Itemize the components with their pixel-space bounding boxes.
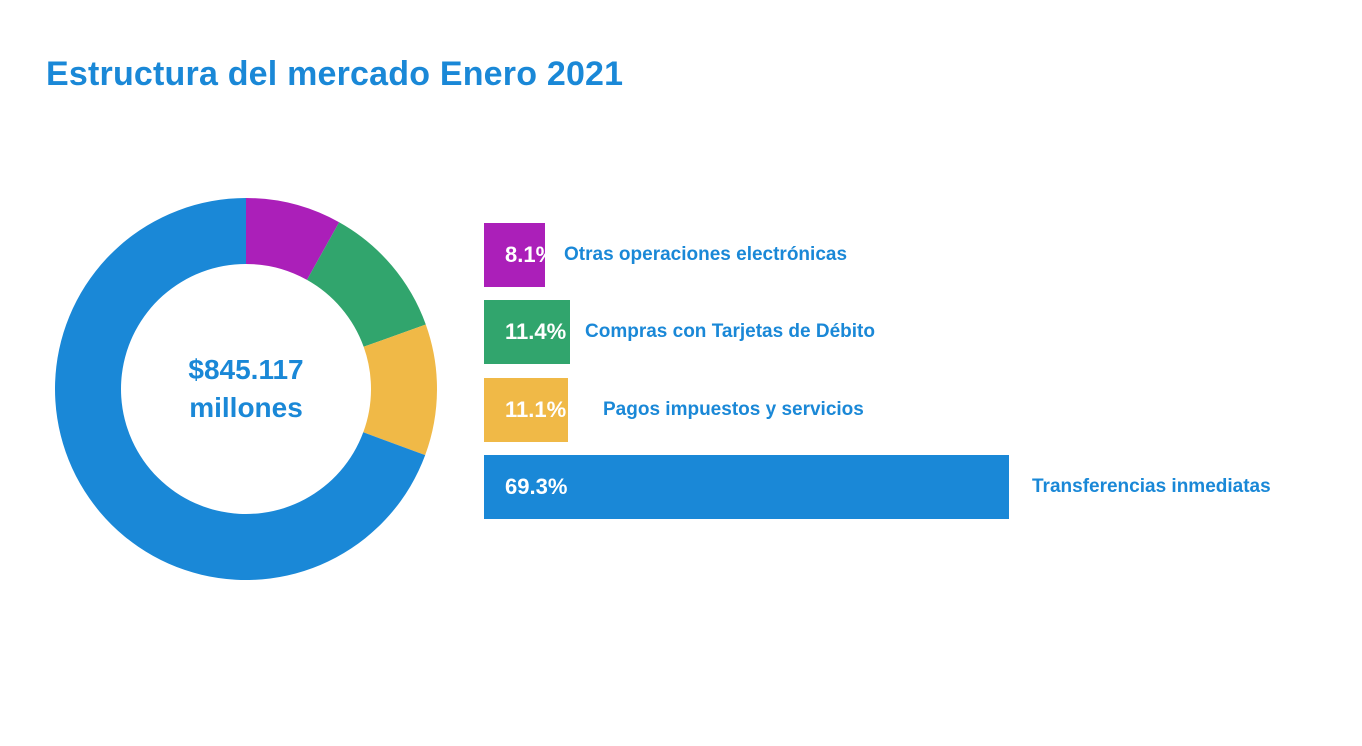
- bar-value-label: 69.3%: [505, 474, 568, 499]
- bar-category-label: Compras con Tarjetas de Débito: [585, 321, 875, 342]
- bar-category-label: Pagos impuestos y servicios: [603, 399, 864, 420]
- chart-title: Estructura del mercado Enero 2021: [46, 55, 624, 93]
- bar-row-transferencias: 69.3% Transferencias inmediatas: [484, 455, 1344, 519]
- bar-value-label: 8.1%: [505, 242, 556, 267]
- bar: [484, 223, 545, 287]
- donut-slice-otras-operaciones: [246, 198, 340, 280]
- bar-row-compras-debito: 11.4% Compras con Tarjetas de Débito: [484, 300, 1344, 364]
- bar: [484, 378, 568, 442]
- bar-category-label: Transferencias inmediatas: [1032, 476, 1271, 497]
- donut-chart: [55, 198, 437, 580]
- bar-value-label: 11.1%: [505, 397, 567, 422]
- bar-category-label: Otras operaciones electrónicas: [564, 244, 848, 265]
- donut-slice-transferencias: [55, 198, 426, 580]
- donut-slice-pagos-impuestos: [363, 324, 437, 456]
- bar: [484, 455, 1009, 519]
- total-unit: millones: [189, 392, 303, 423]
- donut-center-label: $845.117 millones: [146, 351, 346, 427]
- bar-legend: 8.1% Otras operaciones electrónicas 11.4…: [484, 223, 1344, 523]
- bar-value-label: 11.4%: [505, 319, 567, 344]
- bar: [484, 300, 570, 364]
- donut-slice-compras-debito: [306, 222, 426, 347]
- total-amount: $845.117: [188, 354, 304, 385]
- bar-row-pagos-impuestos: 11.1% Pagos impuestos y servicios: [484, 378, 1344, 442]
- bar-row-otras-operaciones: 8.1% Otras operaciones electrónicas: [484, 223, 1344, 287]
